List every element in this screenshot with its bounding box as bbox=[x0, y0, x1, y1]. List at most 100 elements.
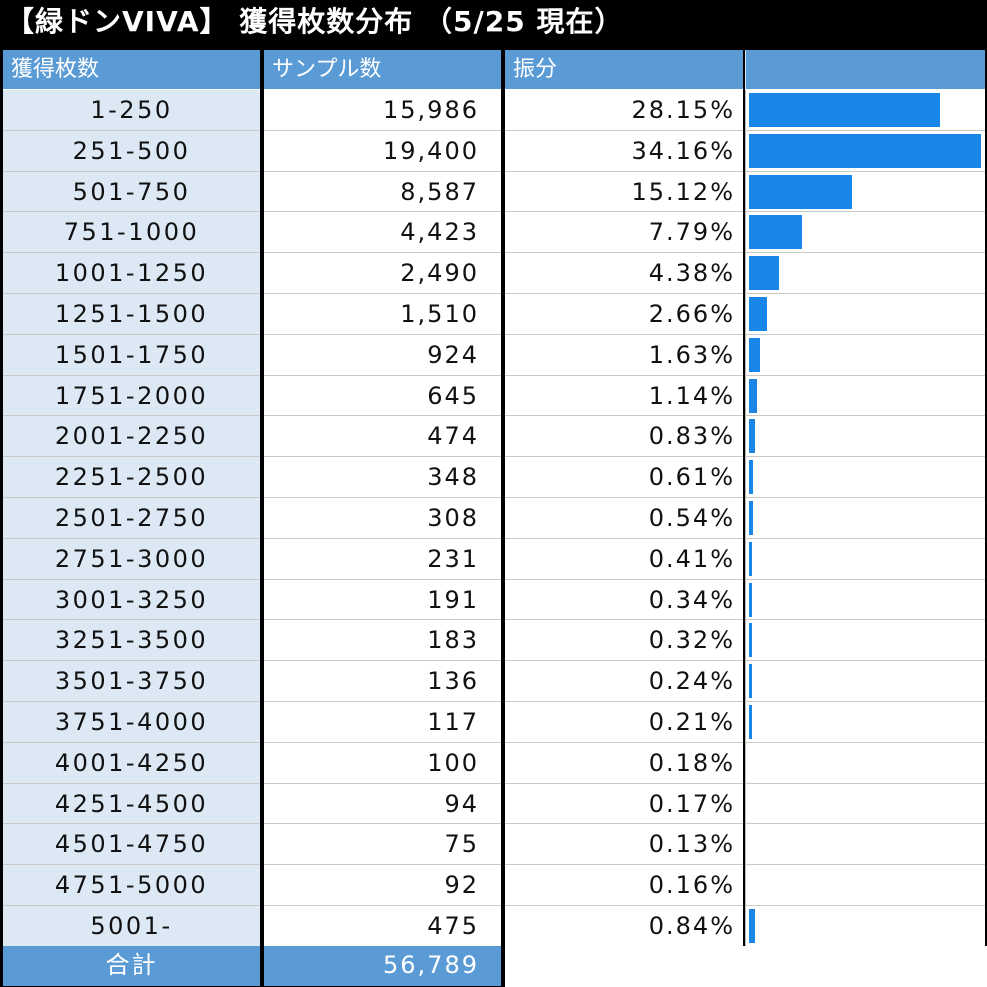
ratio-cell: 34.16% bbox=[505, 130, 743, 172]
range-cells: 1-250 251-500 501-750 751-1000 1001-1250 1251… bbox=[3, 90, 260, 947]
range-cell: 3751-4000 bbox=[3, 701, 260, 743]
bar-cell bbox=[745, 620, 985, 662]
ratio-bar bbox=[749, 133, 981, 168]
ratio-cell: 0.24% bbox=[505, 661, 743, 702]
bar-cell bbox=[745, 661, 985, 702]
range-cell: 3001-3250 bbox=[3, 579, 260, 621]
ratio-bar bbox=[749, 296, 768, 331]
ratio-cell: 0.18% bbox=[505, 742, 743, 784]
samples-cell: 15,986 bbox=[264, 90, 501, 131]
samples-cell: 924 bbox=[264, 334, 501, 376]
range-cell: 4751-5000 bbox=[3, 865, 260, 906]
range-cell: 251-500 bbox=[3, 130, 260, 172]
ratio-cell: 0.83% bbox=[505, 416, 743, 458]
bar-cell bbox=[745, 375, 985, 417]
samples-cell: 1,510 bbox=[264, 293, 501, 335]
range-cell: 1-250 bbox=[3, 90, 260, 131]
bar-cell bbox=[745, 579, 985, 621]
range-cell: 3251-3500 bbox=[3, 620, 260, 662]
range-cell: 751-1000 bbox=[3, 212, 260, 254]
ratio-cell: 4.38% bbox=[505, 253, 743, 294]
page-title: 【緑ドンVIVA】 獲得枚数分布 （5/25 現在） bbox=[0, 0, 987, 48]
samples-cell: 92 bbox=[264, 865, 501, 906]
ratio-bar bbox=[749, 664, 752, 699]
range-cell: 5001- bbox=[3, 905, 260, 947]
samples-cell: 19,400 bbox=[264, 130, 501, 172]
ratio-bar bbox=[749, 215, 802, 250]
total-value: 56,789 bbox=[264, 946, 501, 986]
bar-cells bbox=[745, 90, 985, 947]
bar-cell bbox=[745, 783, 985, 825]
ratio-cell: 2.66% bbox=[505, 293, 743, 335]
bar-cell bbox=[745, 171, 985, 213]
samples-cell: 117 bbox=[264, 701, 501, 743]
ratio-cell: 28.15% bbox=[505, 90, 743, 131]
ratio-cell: 0.17% bbox=[505, 783, 743, 825]
ratio-cell: 7.79% bbox=[505, 212, 743, 254]
bar-cell bbox=[745, 253, 985, 294]
range-cell: 4501-4750 bbox=[3, 824, 260, 866]
samples-cell: 8,587 bbox=[264, 171, 501, 213]
header-ratio: 振分 bbox=[505, 50, 743, 90]
range-cell: 2001-2250 bbox=[3, 416, 260, 458]
samples-cell: 348 bbox=[264, 457, 501, 498]
samples-cell: 183 bbox=[264, 620, 501, 662]
bar-cell bbox=[745, 865, 985, 906]
bar-cell bbox=[745, 457, 985, 498]
ratio-cell: 0.41% bbox=[505, 538, 743, 580]
ratio-cell: 0.13% bbox=[505, 824, 743, 866]
ratio-cell: 0.84% bbox=[505, 905, 743, 947]
range-cell: 1001-1250 bbox=[3, 253, 260, 294]
ratio-bar bbox=[749, 337, 761, 372]
ratio-bar bbox=[749, 256, 779, 291]
samples-cell: 2,490 bbox=[264, 253, 501, 294]
ratio-bar bbox=[749, 174, 852, 209]
bar-cell bbox=[745, 538, 985, 580]
ratio-bar bbox=[749, 93, 941, 127]
ratio-cell: 0.54% bbox=[505, 497, 743, 539]
ratio-bar bbox=[749, 460, 754, 495]
ratio-cell: 0.61% bbox=[505, 457, 743, 498]
bar-cell bbox=[745, 824, 985, 866]
range-cell: 501-750 bbox=[3, 171, 260, 213]
ratio-cell: 1.14% bbox=[505, 375, 743, 417]
range-cell: 1251-1500 bbox=[3, 293, 260, 335]
ratio-bar bbox=[749, 908, 755, 943]
ratio-cells: 28.15% 34.16% 15.12% 7.79% 4.38% 2.66% 1.63% 1.… bbox=[505, 90, 743, 947]
bar-cell bbox=[745, 293, 985, 335]
samples-cell: 136 bbox=[264, 661, 501, 702]
range-cell: 1751-2000 bbox=[3, 375, 260, 417]
header-range: 獲得枚数 bbox=[3, 50, 260, 90]
samples-cell: 475 bbox=[264, 905, 501, 947]
range-cell: 2251-2500 bbox=[3, 457, 260, 498]
bar-cell bbox=[745, 905, 985, 947]
samples-cells: 15,986 19,400 8,587 4,423 2,490 1,510 924 645 47… bbox=[264, 90, 501, 947]
ratio-bar bbox=[749, 541, 752, 576]
footer-blank bbox=[505, 946, 987, 987]
bar-column bbox=[745, 50, 985, 947]
ratio-bar bbox=[749, 500, 753, 535]
ratio-cell: 0.21% bbox=[505, 701, 743, 743]
bar-cell bbox=[745, 497, 985, 539]
range-cell: 2751-3000 bbox=[3, 538, 260, 580]
samples-cell: 94 bbox=[264, 783, 501, 825]
ratio-bar bbox=[749, 378, 757, 413]
ratio-cell: 0.34% bbox=[505, 579, 743, 621]
samples-cell: 645 bbox=[264, 375, 501, 417]
samples-cell: 191 bbox=[264, 579, 501, 621]
ratio-column: 振分 28.15% 34.16% 15.12% 7.79% 4.38% 2.66% 1.63… bbox=[505, 50, 743, 947]
ratio-bar bbox=[749, 582, 752, 617]
range-cell: 1501-1750 bbox=[3, 334, 260, 376]
ratio-bar bbox=[749, 704, 752, 739]
ratio-bar bbox=[749, 623, 752, 658]
bar-cell bbox=[745, 416, 985, 458]
bar-cell bbox=[745, 742, 985, 784]
samples-cell: 100 bbox=[264, 742, 501, 784]
range-cell: 3501-3750 bbox=[3, 661, 260, 702]
header-bar bbox=[745, 50, 985, 90]
bar-cell bbox=[745, 90, 985, 131]
ratio-cell: 0.16% bbox=[505, 865, 743, 906]
bar-cell bbox=[745, 212, 985, 254]
header-samples: サンプル数 bbox=[264, 50, 501, 90]
samples-cell: 4,423 bbox=[264, 212, 501, 254]
